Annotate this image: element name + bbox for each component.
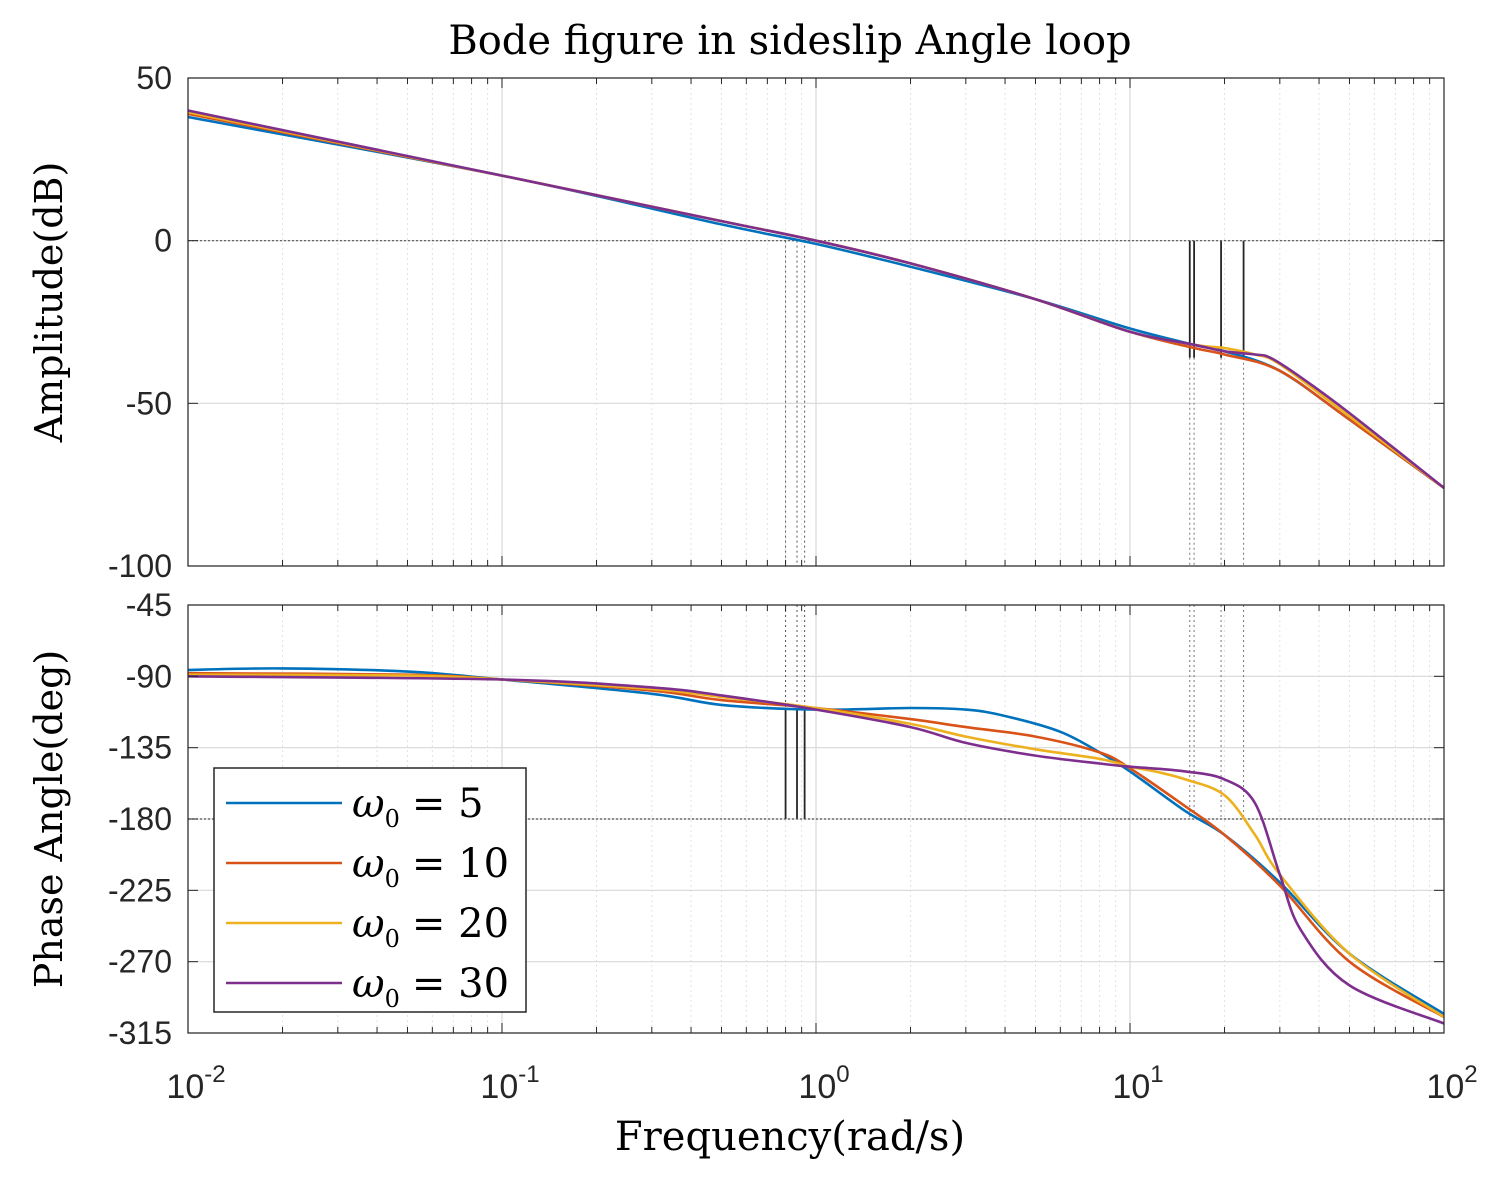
chart-title: Bode figure in sideslip Angle loop bbox=[448, 18, 1131, 64]
magnitude-grid bbox=[187, 77, 1444, 567]
y-tick-label: -270 bbox=[108, 944, 172, 980]
x-tick-label: 100 bbox=[798, 1061, 849, 1106]
phase-y-ticks: -45 -90 -135 -180 -225 -270 -315 bbox=[108, 587, 1445, 1051]
series-line bbox=[187, 109, 1445, 489]
y-tick-label: -100 bbox=[108, 548, 172, 584]
legend-label: ω0 = 10 bbox=[352, 841, 509, 893]
x-tick-labels: 10-2 10-1 100 101 102 bbox=[166, 1061, 1477, 1106]
series-line bbox=[187, 675, 1445, 1025]
y-tick-label: -45 bbox=[126, 587, 172, 623]
x-tick-label: 101 bbox=[1112, 1061, 1163, 1106]
magnitude-y-ticks: 50 0 -50 -100 bbox=[108, 60, 1445, 584]
y-tick-label: 50 bbox=[136, 60, 172, 96]
y-tick-label: -225 bbox=[108, 872, 172, 908]
y-tick-label: 0 bbox=[154, 223, 172, 259]
y-tick-label: -135 bbox=[108, 730, 172, 766]
phase-ylabel: Phase Angle(deg) bbox=[27, 650, 71, 988]
x-tick-label: 102 bbox=[1426, 1061, 1477, 1106]
x-tick-label: 10-1 bbox=[480, 1061, 539, 1106]
phase-series bbox=[187, 667, 1445, 1025]
x-axis-label: Frequency(rad/s) bbox=[615, 1114, 965, 1160]
legend-box bbox=[213, 767, 527, 1013]
y-tick-label: -50 bbox=[126, 385, 172, 421]
y-tick-label: -90 bbox=[126, 658, 172, 694]
legend: ω0 = 5 ω0 = 10 ω0 = 20 ω0 = 30 bbox=[213, 767, 527, 1013]
legend-label: ω0 = 30 bbox=[352, 961, 509, 1013]
y-tick-label: -180 bbox=[108, 801, 172, 837]
magnitude-ylabel: Amplitude(dB) bbox=[27, 162, 71, 444]
y-tick-label: -315 bbox=[108, 1015, 172, 1051]
magnitude-series bbox=[187, 109, 1445, 489]
legend-label: ω0 = 20 bbox=[352, 901, 509, 953]
x-tick-label: 10-2 bbox=[166, 1061, 225, 1106]
legend-label: ω0 = 5 bbox=[352, 781, 484, 833]
